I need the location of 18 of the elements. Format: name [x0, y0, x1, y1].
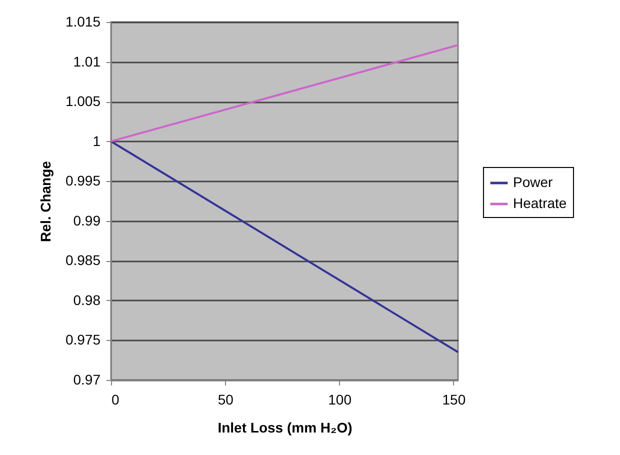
x-tick-label: 50	[218, 392, 234, 408]
x-tick-label: 0	[112, 392, 120, 408]
y-tick-label: 0.99	[73, 212, 101, 228]
y-tick-label: 0.985	[65, 252, 101, 268]
y-tick-label: 0.97	[73, 372, 101, 388]
y-axis-title: Rel. Change	[37, 160, 54, 242]
legend-label: Power	[513, 174, 554, 190]
legend-label: Heatrate	[513, 195, 567, 211]
y-tick-label: 1.01	[73, 53, 101, 70]
y-tick-label: 1.015	[65, 14, 101, 30]
y-tick-label: 0.98	[73, 292, 101, 308]
y-tick-label: 1.005	[65, 93, 101, 110]
x-tick-label: 150	[442, 392, 466, 408]
y-tick-label: 1	[92, 132, 101, 149]
x-tick-label: 100	[328, 392, 352, 408]
y-tick-label: 0.975	[65, 332, 101, 348]
x-axis-title: Inlet Loss (mm H₂O)	[218, 420, 352, 436]
y-tick-label: 0.995	[65, 172, 101, 189]
